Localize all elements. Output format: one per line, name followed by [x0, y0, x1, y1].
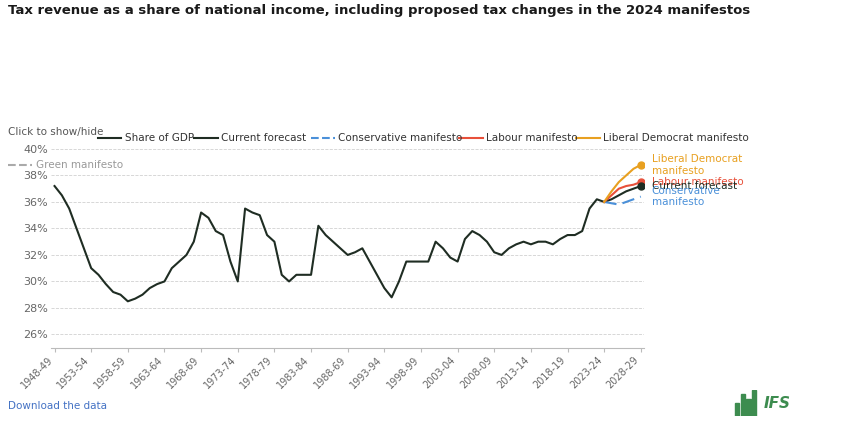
Text: Current forecast: Current forecast	[221, 133, 306, 143]
Text: Liberal Democrat manifesto: Liberal Democrat manifesto	[603, 133, 749, 143]
Text: Share of GDP: Share of GDP	[125, 133, 194, 143]
Text: Labour manifesto: Labour manifesto	[652, 177, 744, 187]
Bar	[746, 399, 750, 416]
Text: Labour manifesto: Labour manifesto	[486, 133, 577, 143]
Bar	[752, 390, 756, 416]
Bar	[740, 394, 745, 416]
Text: Liberal Democrat
manifesto: Liberal Democrat manifesto	[652, 154, 742, 176]
Bar	[734, 403, 739, 416]
Text: Green manifesto: Green manifesto	[36, 160, 123, 170]
Text: IFS: IFS	[763, 396, 790, 411]
Text: Current forecast: Current forecast	[652, 181, 737, 191]
Text: Conservative manifesto: Conservative manifesto	[338, 133, 463, 143]
Text: Click to show/hide: Click to show/hide	[8, 127, 103, 137]
Text: Conservative
manifesto: Conservative manifesto	[652, 186, 721, 207]
Text: Tax revenue as a share of national income, including proposed tax changes in the: Tax revenue as a share of national incom…	[8, 4, 750, 17]
Text: Download the data: Download the data	[8, 401, 108, 411]
